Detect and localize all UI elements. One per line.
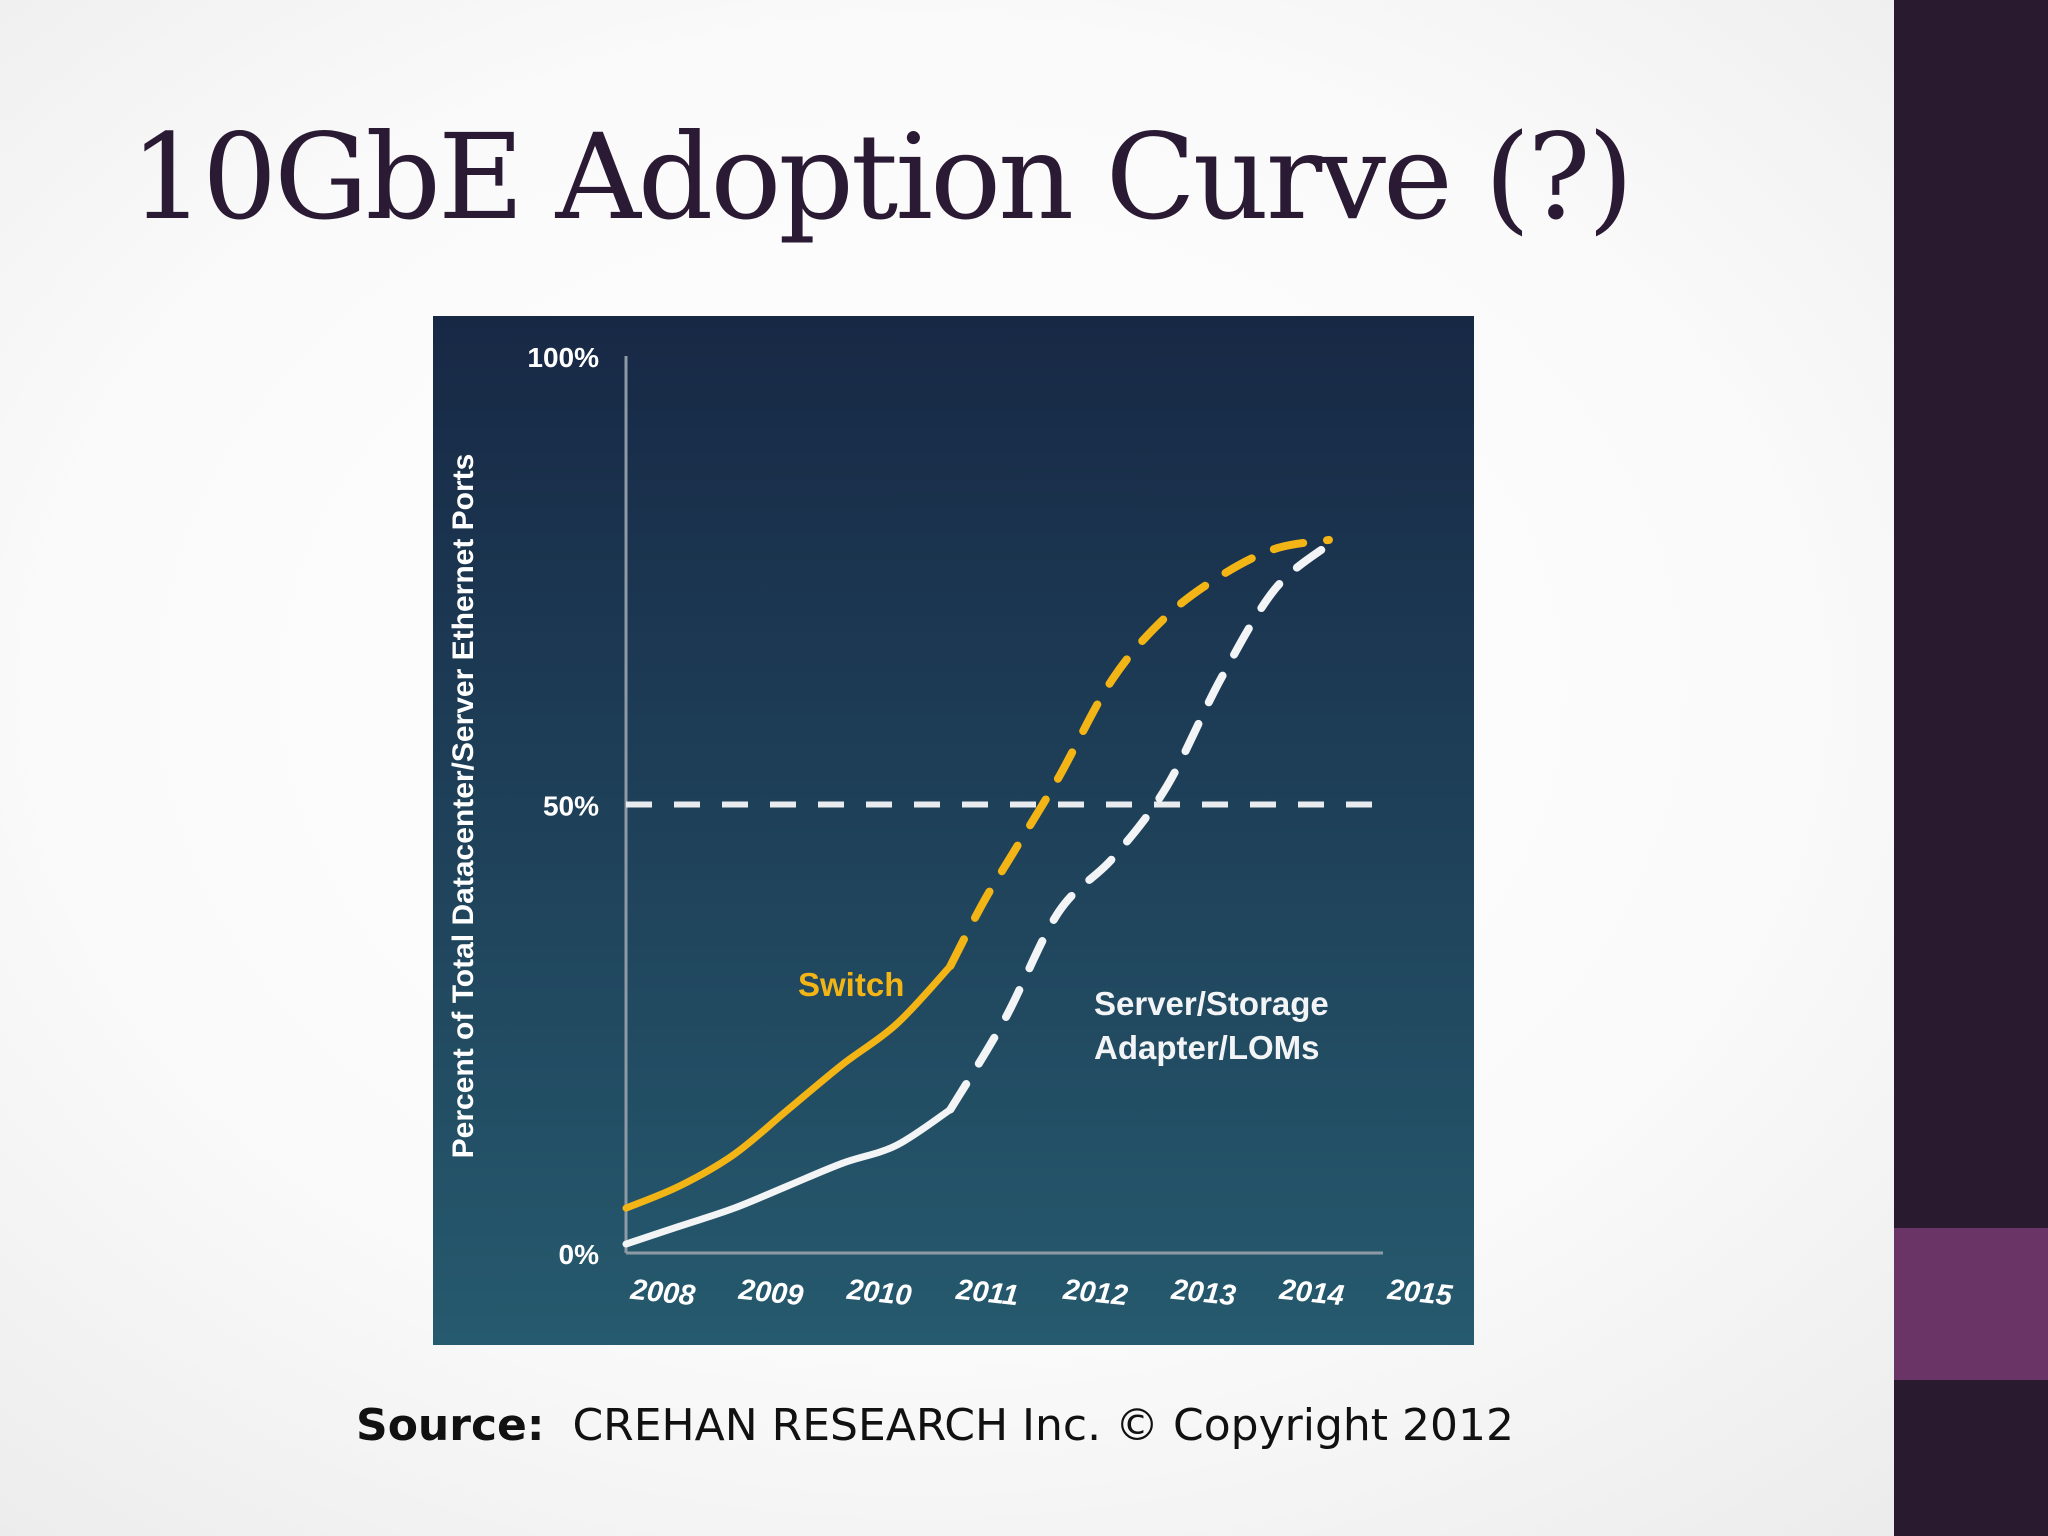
x-tick-label: 2010 [844, 1274, 913, 1313]
switch-series-line-forecast [946, 535, 1333, 970]
x-tick-label: 2009 [736, 1274, 805, 1313]
switch-series-line-actual [622, 962, 954, 1212]
server-label-line-1: Server/Storage [1094, 985, 1329, 1022]
x-tick-label: 2008 [628, 1274, 697, 1313]
server-label-line-2: Adapter/LOMs [1094, 1029, 1320, 1066]
x-tick-label: 2013 [1169, 1274, 1238, 1313]
chart-background [433, 316, 1474, 1345]
switch-label: Switch [798, 966, 904, 1003]
server-series-line-forecast [946, 540, 1333, 1114]
source-text: CREHAN RESEARCH Inc. © Copyright 2012 [572, 1400, 1514, 1451]
y-tick-label: 0% [559, 1239, 600, 1270]
server-series-line-actual [622, 1105, 954, 1248]
y-axis-label: Percent of Total Datacenter/Server Ether… [447, 454, 480, 1159]
x-tick-label: 2011 [954, 1274, 1020, 1312]
x-tick-label: 2015 [1385, 1274, 1454, 1313]
slide-title: 10GbE Adoption Curve (?) [130, 108, 1634, 246]
source-label: Source: [356, 1400, 545, 1451]
y-tick-label: 100% [527, 342, 599, 373]
x-tick-label: 2012 [1061, 1274, 1130, 1313]
source-citation: Source: CREHAN RESEARCH Inc. © Copyright… [0, 1400, 1870, 1451]
adoption-chart: Percent of Total Datacenter/Server Ether… [433, 316, 1474, 1345]
y-tick-label: 50% [543, 791, 599, 822]
x-tick-label: 2014 [1277, 1274, 1346, 1313]
sidebar-accent [1894, 1228, 2048, 1380]
chart-panel: Percent of Total Datacenter/Server Ether… [433, 316, 1474, 1345]
